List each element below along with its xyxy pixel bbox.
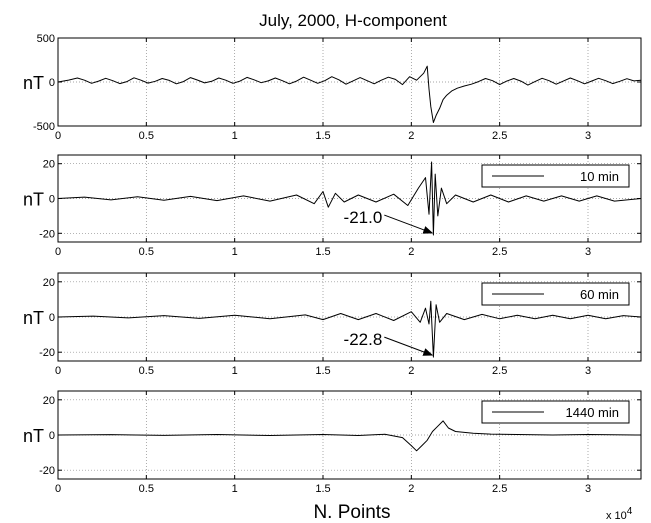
x-multiplier: x 104 xyxy=(606,506,633,522)
x-tick-label: 2.5 xyxy=(492,130,507,142)
y-axis-label: nT xyxy=(23,73,44,93)
x-tick-label: 1.5 xyxy=(315,483,330,495)
legend-label: 10 min xyxy=(580,169,619,184)
x-axis-label: N. Points xyxy=(313,502,390,523)
x-tick-label: 3 xyxy=(585,483,591,495)
series-line xyxy=(57,300,642,358)
x-tick-label: 3 xyxy=(585,246,591,258)
x-tick-label: 3 xyxy=(585,130,591,142)
x-tick-label: 0.5 xyxy=(139,130,154,142)
y-tick-label: -500 xyxy=(33,121,55,133)
x-tick-label: 2.5 xyxy=(492,365,507,377)
legend: 60 min xyxy=(481,282,630,306)
y-tick-label: 20 xyxy=(43,395,55,407)
legend-box xyxy=(481,164,630,188)
x-tick-label: 0 xyxy=(55,483,61,495)
annotation-arrow xyxy=(384,214,434,234)
x-tick-label: 0.5 xyxy=(139,246,154,258)
x-tick-label: 1 xyxy=(232,130,238,142)
series-line xyxy=(57,65,642,123)
y-tick-label: 500 xyxy=(37,33,55,45)
series-line xyxy=(57,420,642,452)
x-tick-label: 0.5 xyxy=(139,483,154,495)
x-tick-label: 3 xyxy=(585,365,591,377)
x-multiplier-exponent: 4 xyxy=(627,506,633,517)
annotation-label: -21.0 xyxy=(344,208,383,227)
legend-label: 1440 min xyxy=(566,405,619,420)
x-tick-label: 1.5 xyxy=(315,246,330,258)
series-line xyxy=(57,161,642,236)
x-tick-label: 2.5 xyxy=(492,246,507,258)
y-tick-label: 0 xyxy=(49,194,55,206)
y-tick-label: -20 xyxy=(39,228,55,240)
legend: 1440 min xyxy=(481,400,630,424)
x-tick-label: 0 xyxy=(55,365,61,377)
y-tick-label: 20 xyxy=(43,277,55,289)
y-tick-label: 20 xyxy=(43,159,55,171)
x-tick-label: 2.5 xyxy=(492,483,507,495)
x-multiplier-base: x 10 xyxy=(606,510,627,522)
annotation-arrow xyxy=(384,336,434,356)
x-tick-label: 1.5 xyxy=(315,365,330,377)
x-tick-label: 0 xyxy=(55,246,61,258)
annotation-label: -22.8 xyxy=(344,330,383,349)
legend: 10 min xyxy=(481,164,630,188)
legend-box xyxy=(481,400,630,424)
x-tick-label: 2 xyxy=(408,365,414,377)
x-tick-label: 1.5 xyxy=(315,130,330,142)
y-axis-label: nT xyxy=(23,308,44,328)
legend-label: 60 min xyxy=(580,287,619,302)
y-axis-label: nT xyxy=(23,190,44,210)
x-tick-label: 2 xyxy=(408,246,414,258)
y-tick-label: 0 xyxy=(49,430,55,442)
figure-title: July, 2000, H-component xyxy=(259,11,447,30)
y-tick-label: -20 xyxy=(39,465,55,477)
x-tick-label: 1 xyxy=(232,483,238,495)
x-tick-label: 2 xyxy=(408,483,414,495)
y-tick-label: -20 xyxy=(39,347,55,359)
x-tick-label: 2 xyxy=(408,130,414,142)
x-tick-label: 1 xyxy=(232,246,238,258)
y-tick-label: 0 xyxy=(49,312,55,324)
x-tick-label: 0.5 xyxy=(139,365,154,377)
x-tick-label: 0 xyxy=(55,130,61,142)
y-tick-label: 0 xyxy=(49,77,55,89)
x-tick-label: 1 xyxy=(232,365,238,377)
legend-box xyxy=(481,282,630,306)
y-axis-label: nT xyxy=(23,426,44,446)
